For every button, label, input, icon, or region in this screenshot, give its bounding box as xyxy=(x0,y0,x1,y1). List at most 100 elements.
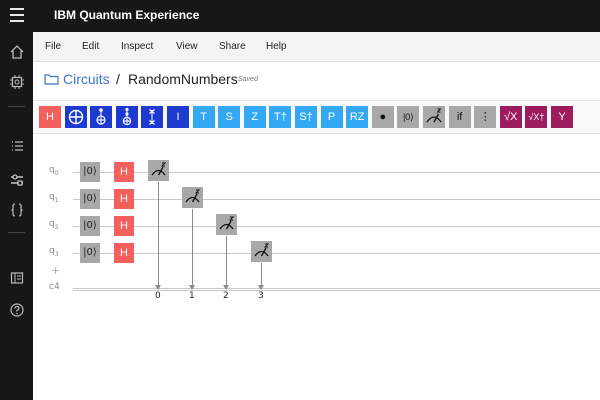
measure-arrow xyxy=(155,285,161,290)
qubit-wire xyxy=(73,253,600,254)
qubit-wire xyxy=(73,172,600,173)
rz-gate-label: RZ xyxy=(349,111,365,123)
measure-gate[interactable] xyxy=(148,160,169,181)
sx-gate[interactable]: √X xyxy=(499,106,522,128)
measure-icon xyxy=(219,216,235,230)
z-gate[interactable]: Z xyxy=(243,106,266,128)
rz-gate[interactable]: RZ xyxy=(346,106,369,128)
h-gate[interactable]: H xyxy=(114,189,134,209)
tdg-gate[interactable]: T† xyxy=(269,106,292,128)
reset-gate[interactable]: |0⟩ xyxy=(80,216,100,236)
s-gate-label: S xyxy=(225,111,233,123)
circuit-composer-icon[interactable] xyxy=(9,172,25,188)
classical-bit-label: 0 xyxy=(155,291,161,301)
measure-gate[interactable] xyxy=(216,214,237,235)
h-gate[interactable]: H xyxy=(39,106,61,128)
hamburger-menu-icon[interactable] xyxy=(10,8,24,22)
barrier-gate[interactable]: ⋮ xyxy=(474,106,497,128)
p-gate[interactable]: P xyxy=(320,106,343,128)
toffoli-gate-2[interactable] xyxy=(115,106,138,128)
z-gate-label: Z xyxy=(251,111,259,123)
qubit-label-1: q1 xyxy=(49,192,59,204)
swap-gate[interactable] xyxy=(141,106,164,128)
tdg-gate-label: T† xyxy=(273,111,287,123)
help-icon[interactable] xyxy=(9,302,25,318)
breadcrumb-separator: / xyxy=(116,71,120,87)
y-gate-label: Y xyxy=(558,111,566,123)
notebook-icon[interactable] xyxy=(9,270,25,286)
measure-gate[interactable] xyxy=(182,187,203,208)
measure-arrow xyxy=(223,285,229,290)
h-gate[interactable]: H xyxy=(114,243,134,263)
classical-bit-label: 2 xyxy=(223,291,229,301)
measure-gate[interactable] xyxy=(423,106,445,128)
menu-help[interactable]: Help xyxy=(266,41,287,52)
top-bar: IBM Quantum Experience xyxy=(0,0,600,32)
measure-line xyxy=(226,236,227,286)
t-gate[interactable]: T xyxy=(192,106,215,128)
nav-divider xyxy=(8,232,25,233)
gate-palette: H I T S Z T† S† P RZ ● |0⟩ if ⋮ √X √X† Y xyxy=(33,100,600,134)
qubit-wire xyxy=(73,226,600,227)
identity-gate[interactable]: I xyxy=(167,106,189,128)
measure-icon xyxy=(185,189,201,203)
measure-line xyxy=(158,182,159,286)
measure-icon xyxy=(254,243,270,257)
cnot-gate[interactable] xyxy=(64,106,87,128)
t-gate-label: T xyxy=(200,111,207,123)
reset-gate[interactable]: |0⟩ xyxy=(397,106,420,128)
reset-gate[interactable]: |0⟩ xyxy=(80,189,100,209)
saved-status: Saved xyxy=(238,76,258,83)
s-gate[interactable]: S xyxy=(218,106,241,128)
reset-gate[interactable]: |0⟩ xyxy=(80,162,100,182)
reset-gate[interactable]: |0⟩ xyxy=(80,243,100,263)
braces-icon[interactable] xyxy=(9,202,25,218)
sdg-gate-label: S† xyxy=(299,111,313,123)
if-gate[interactable]: if xyxy=(448,106,471,128)
home-icon[interactable] xyxy=(9,44,25,60)
menu-share[interactable]: Share xyxy=(219,41,246,52)
nav-divider xyxy=(8,106,25,107)
circuit-name[interactable]: RandomNumbers xyxy=(128,71,238,87)
qubit-label-2: q2 xyxy=(49,219,59,231)
classical-bit-label: 3 xyxy=(258,291,264,301)
measure-line xyxy=(192,209,193,286)
measure-arrow xyxy=(189,285,195,290)
reset-gate-label: |0⟩ xyxy=(402,112,414,122)
add-qubit-button[interactable]: + xyxy=(51,264,61,277)
menu-inspect[interactable]: Inspect xyxy=(121,41,154,52)
identity-gate-label: I xyxy=(176,111,180,123)
control-dot-label: ● xyxy=(379,111,387,123)
measure-arrow xyxy=(258,285,264,290)
sxdg-gate[interactable]: √X† xyxy=(525,106,548,128)
measure-line xyxy=(261,263,262,286)
barrier-gate-label: ⋮ xyxy=(479,111,491,123)
classical-register-label: c4 xyxy=(49,282,60,292)
sdg-gate[interactable]: S† xyxy=(295,106,317,128)
h-gate[interactable]: H xyxy=(114,216,134,236)
h-gate-label: H xyxy=(46,111,54,123)
folder-icon xyxy=(44,74,59,85)
measure-gate[interactable] xyxy=(251,241,272,262)
qubit-wire xyxy=(73,199,600,200)
menu-edit[interactable]: Edit xyxy=(82,41,100,52)
y-gate[interactable]: Y xyxy=(551,106,573,128)
toffoli-gate[interactable] xyxy=(90,106,113,128)
h-gate[interactable]: H xyxy=(114,162,134,182)
breadcrumb-circuits-link[interactable]: Circuits xyxy=(63,71,110,87)
menu-view[interactable]: View xyxy=(176,41,198,52)
chip-icon[interactable] xyxy=(9,74,25,90)
side-nav xyxy=(0,32,33,400)
menu-file[interactable]: File xyxy=(45,41,62,52)
circuit-canvas: q0 q1 q2 q3 + c4 |0⟩ |0⟩ |0⟩ |0⟩ H H H H… xyxy=(33,135,600,400)
list-icon[interactable] xyxy=(9,138,25,154)
sx-gate-label: √X xyxy=(504,111,518,123)
menu-bar: File Edit Inspect View Share Help xyxy=(33,32,600,62)
qubit-label-0: q0 xyxy=(49,165,59,177)
if-gate-label: if xyxy=(456,111,463,123)
control-dot[interactable]: ● xyxy=(371,106,394,128)
app-title: IBM Quantum Experience xyxy=(54,8,200,22)
classical-bit-label: 1 xyxy=(189,291,195,301)
classical-wire xyxy=(73,288,600,291)
qubit-label-3: q3 xyxy=(49,246,59,258)
